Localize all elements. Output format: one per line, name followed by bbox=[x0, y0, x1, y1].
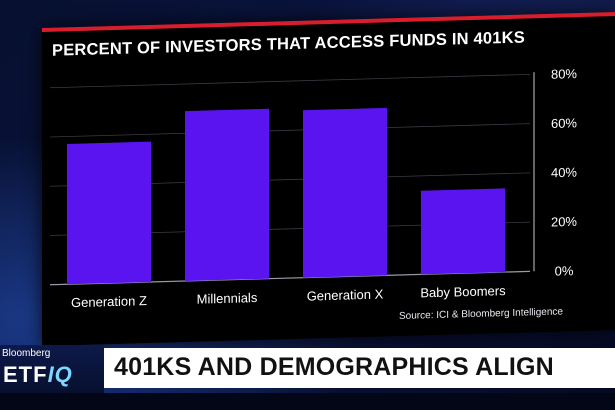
bar bbox=[185, 108, 269, 282]
x-category-label: Generation Z bbox=[71, 293, 147, 310]
x-category-label: Generation X bbox=[307, 286, 384, 303]
headline-bar: 401KS AND DEMOGRAPHICS ALIGN bbox=[104, 348, 615, 388]
bar-chart: 0% 20% 40% 60% 80% Generation Z Millennials Gen… bbox=[50, 66, 577, 310]
x-category-label: Millennials bbox=[197, 290, 258, 307]
bottom-strip bbox=[0, 393, 615, 410]
x-category-label: Baby Boomers bbox=[420, 283, 506, 300]
gridline bbox=[50, 73, 530, 89]
y-tick-label: 80% bbox=[551, 66, 577, 82]
bar bbox=[421, 188, 505, 275]
gridline bbox=[50, 123, 530, 138]
bar bbox=[67, 141, 151, 285]
bar bbox=[303, 107, 387, 278]
headline-text: 401KS AND DEMOGRAPHICS ALIGN bbox=[114, 353, 554, 381]
y-tick-label: 60% bbox=[551, 115, 577, 131]
etf-text: ETF bbox=[3, 362, 48, 387]
iq-text: IQ bbox=[47, 362, 73, 387]
lower-third: Bloomberg ETFIQ 401KS AND DEMOGRAPHICS A… bbox=[0, 345, 615, 393]
show-brand: Bloomberg ETFIQ bbox=[0, 345, 104, 393]
y-tick-label: 20% bbox=[551, 214, 577, 230]
y-tick-label: 40% bbox=[551, 165, 577, 181]
etf-iq-logo: ETFIQ bbox=[3, 362, 73, 388]
chart-screen: PERCENT OF INVESTORS THAT ACCESS FUNDS I… bbox=[42, 11, 615, 347]
bloomberg-logo-text: Bloomberg bbox=[2, 348, 51, 359]
y-tick-label: 0% bbox=[555, 263, 574, 279]
